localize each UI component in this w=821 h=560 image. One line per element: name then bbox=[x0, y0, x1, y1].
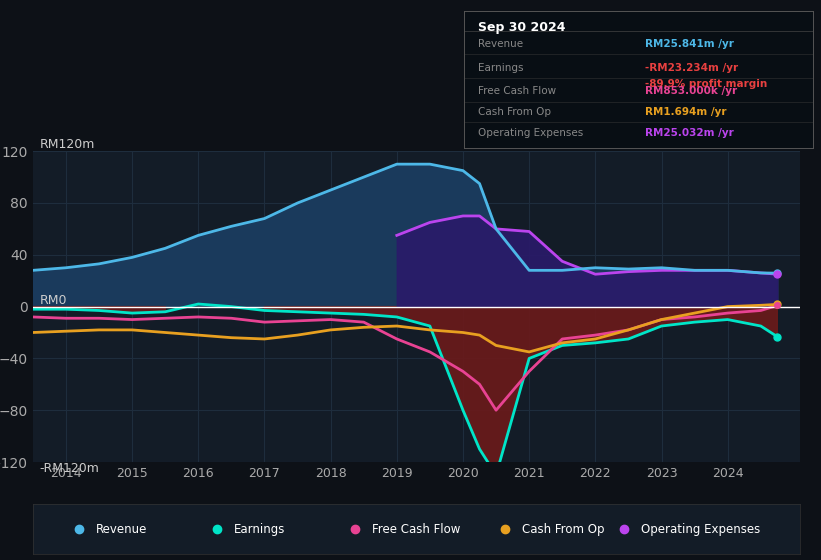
Text: -89.9% profit margin: -89.9% profit margin bbox=[645, 79, 768, 89]
Text: RM0: RM0 bbox=[39, 293, 67, 307]
Text: Free Cash Flow: Free Cash Flow bbox=[372, 522, 461, 536]
Text: Cash From Op: Cash From Op bbox=[478, 107, 551, 117]
Text: Sep 30 2024: Sep 30 2024 bbox=[478, 21, 566, 34]
Text: RM1.694m /yr: RM1.694m /yr bbox=[645, 107, 727, 117]
Text: Cash From Op: Cash From Op bbox=[522, 522, 604, 536]
Text: RM25.841m /yr: RM25.841m /yr bbox=[645, 39, 734, 49]
Text: -RM120m: -RM120m bbox=[39, 462, 99, 475]
Text: Earnings: Earnings bbox=[234, 522, 286, 536]
Text: -RM23.234m /yr: -RM23.234m /yr bbox=[645, 63, 738, 73]
Text: RM25.032m /yr: RM25.032m /yr bbox=[645, 128, 734, 138]
Text: Operating Expenses: Operating Expenses bbox=[641, 522, 760, 536]
Text: Operating Expenses: Operating Expenses bbox=[478, 128, 583, 138]
Text: Revenue: Revenue bbox=[478, 39, 523, 49]
Text: RM853.000k /yr: RM853.000k /yr bbox=[645, 86, 737, 96]
Text: Revenue: Revenue bbox=[96, 522, 147, 536]
Text: Earnings: Earnings bbox=[478, 63, 523, 73]
Text: RM120m: RM120m bbox=[39, 138, 95, 151]
Text: Free Cash Flow: Free Cash Flow bbox=[478, 86, 556, 96]
